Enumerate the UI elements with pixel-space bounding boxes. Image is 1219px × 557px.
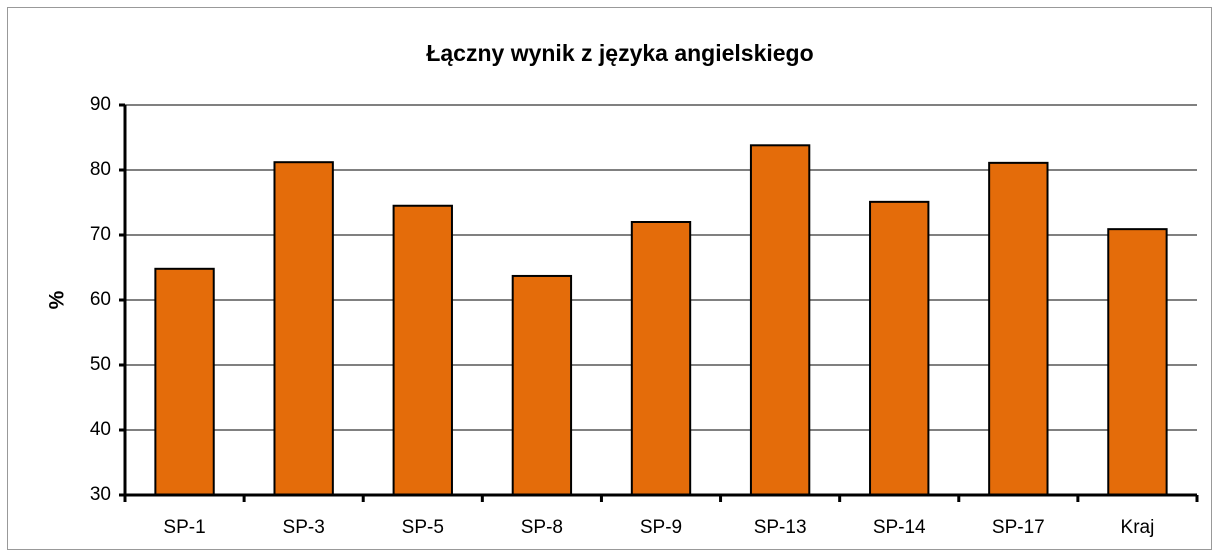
bar	[988, 161, 1049, 496]
x-tick-label: SP-3	[283, 517, 325, 538]
bar	[749, 144, 811, 497]
bar	[1107, 228, 1168, 496]
x-tick-label: SP-14	[873, 517, 926, 538]
bar	[154, 267, 215, 496]
y-tick-label: 60	[90, 289, 111, 310]
y-tick-label: 30	[90, 484, 111, 505]
y-axis-label: %	[46, 290, 69, 309]
x-tick-label: Kraj	[1121, 517, 1155, 538]
y-tick-label: 50	[90, 354, 111, 375]
y-tick-label: 80	[90, 159, 111, 180]
bar	[869, 200, 930, 496]
bar	[392, 204, 453, 496]
y-tick-label: 40	[90, 419, 111, 440]
bar	[511, 274, 573, 497]
x-tick-label: SP-17	[992, 517, 1045, 538]
x-tick-label: SP-9	[640, 517, 682, 538]
y-tick-label: 70	[90, 224, 111, 245]
y-tick-label: 90	[90, 94, 111, 115]
x-tick-label: SP-1	[163, 517, 205, 538]
bar	[273, 161, 334, 496]
bar	[630, 221, 692, 496]
x-tick-label: SP-8	[521, 517, 563, 538]
x-tick-label: SP-13	[754, 517, 807, 538]
chart-title: Łączny wynik z języka angielskiego	[426, 40, 813, 66]
x-tick-label: SP-5	[402, 517, 444, 538]
